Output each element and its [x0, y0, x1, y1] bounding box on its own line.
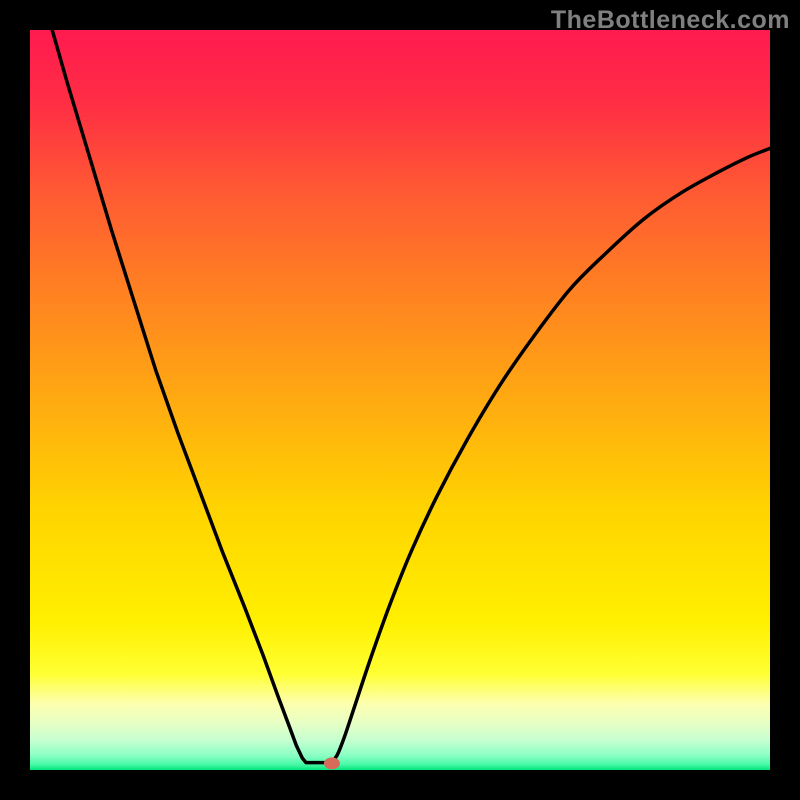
chart-container: TheBottleneck.com: [0, 0, 800, 800]
plot-area: [30, 30, 770, 770]
bottleneck-curve: [30, 30, 770, 770]
curve-path: [52, 30, 770, 763]
optimum-marker: [324, 757, 340, 769]
watermark-text: TheBottleneck.com: [551, 6, 790, 35]
